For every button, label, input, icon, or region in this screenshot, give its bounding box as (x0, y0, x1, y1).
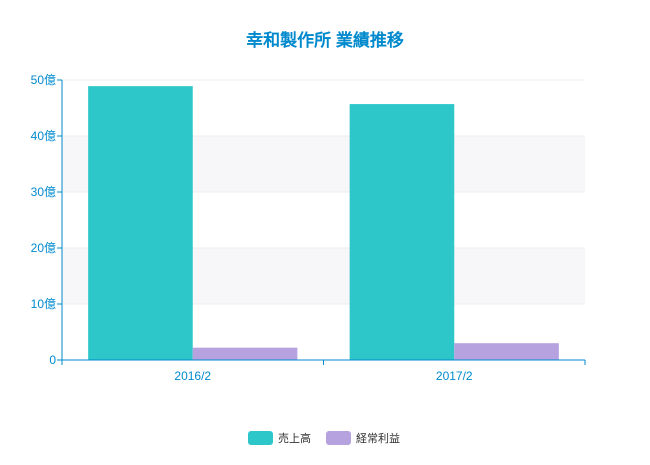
y-tick-label: 20億 (31, 241, 56, 255)
legend-label: 売上高 (278, 431, 311, 445)
y-tick-label: 50億 (31, 73, 56, 87)
x-tick-labels: 2016/2 2017/2 (174, 369, 473, 383)
axes (57, 79, 586, 365)
y-tick-label: 0 (49, 353, 56, 367)
legend-swatch (326, 431, 351, 445)
bar-ordinary-profit-1[interactable] (454, 343, 559, 360)
y-tick-label: 30億 (31, 185, 56, 199)
legend-label: 経常利益 (356, 431, 400, 445)
y-tick-label: 10億 (31, 297, 56, 311)
x-tick-label: 2016/2 (174, 369, 211, 383)
legend-item-ordinary-profit[interactable]: 経常利益 (326, 431, 400, 445)
bar-sales-0[interactable] (88, 86, 193, 360)
legend-item-sales[interactable]: 売上高 (248, 431, 311, 445)
bar-sales-1[interactable] (349, 104, 455, 360)
bar-ordinary-profit-0[interactable] (192, 347, 298, 360)
y-tick-labels: 0 10億 20億 30億 40億 50億 (31, 73, 57, 367)
legend[interactable]: 売上高 経常利益 (248, 431, 400, 445)
legend-swatch (248, 431, 273, 445)
chart-title: 幸和製作所 業績推移 (246, 30, 404, 50)
x-tick-label: 2017/2 (436, 369, 473, 383)
bars (88, 86, 559, 360)
y-tick-label: 40億 (31, 129, 56, 143)
